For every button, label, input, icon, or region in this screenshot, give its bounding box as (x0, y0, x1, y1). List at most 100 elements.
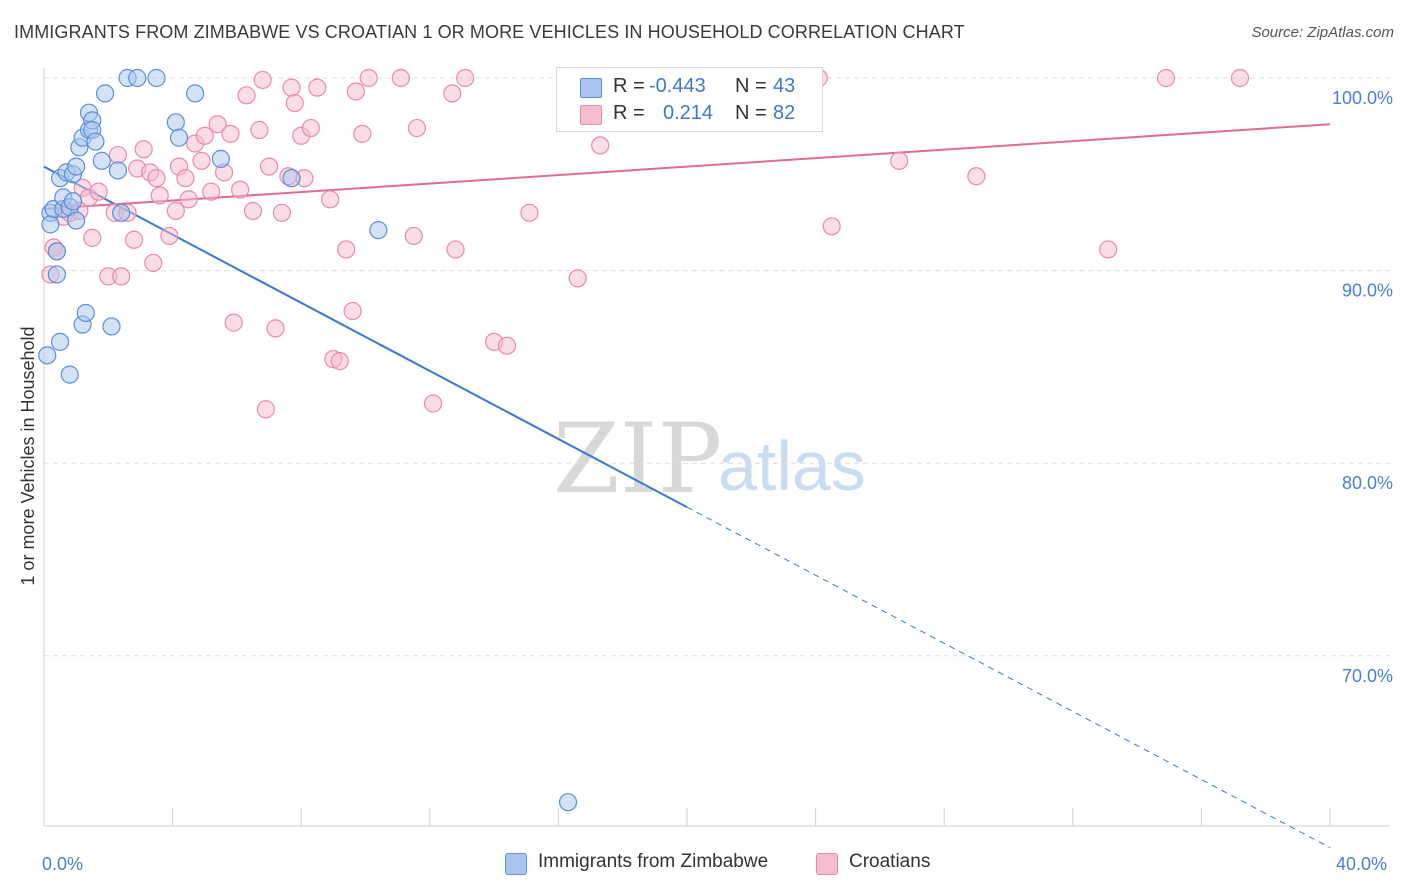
zimbabwe-points (38, 68, 578, 812)
croatians-point (568, 269, 587, 288)
watermark-atlas: atlas (718, 427, 866, 505)
croatians-point (179, 190, 198, 209)
croatians-point (330, 352, 349, 371)
croatians-point (446, 240, 465, 259)
croatians-point (259, 157, 279, 176)
r-value: 0.214 (663, 102, 714, 124)
croatians-point (166, 201, 185, 220)
y-tick-labels: 100.0% 90.0% 80.0% 70.0% (1332, 88, 1393, 686)
zimbabwe-point (128, 68, 147, 88)
n-label: N = (735, 102, 767, 124)
zimbabwe-point (50, 332, 70, 351)
croatians-point (822, 217, 841, 236)
pink-swatch (580, 105, 602, 125)
croatians-point (407, 118, 427, 138)
n-label: N = (735, 75, 767, 97)
zimbabwe-point (86, 132, 105, 151)
croatians-point (353, 124, 372, 143)
zimbabwe-point (211, 149, 230, 168)
zimbabwe-point (67, 157, 86, 176)
zimbabwe-point (112, 203, 131, 222)
zimbabwe-point (60, 365, 79, 384)
correlation-legend: R = -0.443 N = 43 R = 0.214 N = 82 (556, 67, 823, 132)
legend-croatians-swatch (816, 853, 838, 875)
axes (43, 68, 1390, 827)
r-label: R = (613, 75, 645, 97)
croatians-point (391, 68, 410, 88)
croatians-point (343, 301, 362, 321)
zimbabwe-point (186, 84, 205, 103)
croatians-point (134, 140, 153, 159)
croatians-point (256, 400, 275, 419)
croatians-point (1230, 68, 1250, 88)
croatians-point (124, 230, 144, 249)
zimbabwe-point (95, 84, 115, 103)
legend-row-croatians: R = 0.214 N = 82 (557, 101, 822, 129)
croatians-point (243, 201, 263, 220)
zimbabwe-point (558, 793, 578, 812)
croatians-point (890, 151, 909, 170)
croatians-point (208, 115, 227, 134)
chart-title: IMMIGRANTS FROM ZIMBABWE VS CROATIAN 1 O… (14, 22, 965, 42)
croatians-trend (43, 123, 1331, 210)
croatians-point (202, 182, 221, 201)
zimbabwe-point (169, 128, 189, 147)
y-tick-label: 80.0% (1342, 473, 1393, 493)
croatians-point (221, 124, 240, 143)
croatians-point (144, 253, 163, 272)
zimbabwe-point (369, 221, 388, 240)
croatians-point (272, 203, 292, 222)
y-tick-label: 100.0% (1332, 88, 1393, 108)
zimbabwe-point (282, 169, 301, 188)
croatians-point (282, 78, 301, 97)
x-tick-label-min: 0.0% (42, 854, 83, 874)
legend-row-zimbabwe: R = -0.443 N = 43 (557, 74, 822, 102)
croatians-point (285, 93, 304, 113)
croatians-point (192, 151, 211, 170)
croatians-point (301, 118, 320, 138)
croatians-point (1099, 240, 1118, 259)
croatians-point (423, 394, 443, 413)
croatians-point (404, 226, 423, 246)
zimbabwe-point (47, 242, 66, 261)
croatians-point (176, 169, 195, 188)
croatians-point (89, 182, 108, 201)
croatians-point (112, 267, 131, 286)
watermark-zip: ZIP (553, 403, 722, 515)
legend-zimbabwe-label: Immigrants from Zimbabwe (538, 851, 769, 872)
zimbabwe-trend-solid (43, 165, 688, 508)
zimbabwe-point (41, 215, 60, 234)
croatians-point (83, 228, 102, 247)
croatians-point (231, 180, 250, 199)
blue-swatch (580, 78, 602, 98)
source-credit: Source: ZipAtlas.com (1251, 24, 1394, 41)
croatians-point (443, 84, 462, 103)
croatians-point (160, 226, 179, 246)
croatians-point (150, 186, 169, 205)
croatians-points (41, 68, 1250, 419)
croatians-point (108, 145, 128, 165)
zimbabwe-point (67, 211, 86, 230)
croatians-point (967, 167, 986, 186)
croatians-point (147, 169, 166, 188)
zimbabwe-point (92, 151, 111, 170)
zimbabwe-point (76, 303, 95, 323)
croatians-point (337, 240, 356, 259)
croatians-point (520, 203, 539, 222)
croatians-point (253, 70, 272, 90)
croatians-point (195, 126, 214, 145)
zimbabwe-trend-dashed (686, 506, 1331, 849)
croatians-point (321, 190, 340, 209)
zimbabwe-point (147, 68, 166, 88)
croatians-point (308, 78, 327, 97)
croatians-point (250, 120, 269, 140)
croatians-point (224, 313, 243, 332)
zimbabwe-point (166, 113, 185, 132)
legend-zimbabwe-swatch (505, 853, 527, 875)
croatians-point (346, 82, 365, 101)
zimbabwe-point (47, 265, 66, 284)
watermark: ZIP atlas (553, 403, 866, 515)
zimbabwe-point (38, 346, 57, 365)
y-tick-label: 70.0% (1342, 666, 1393, 686)
